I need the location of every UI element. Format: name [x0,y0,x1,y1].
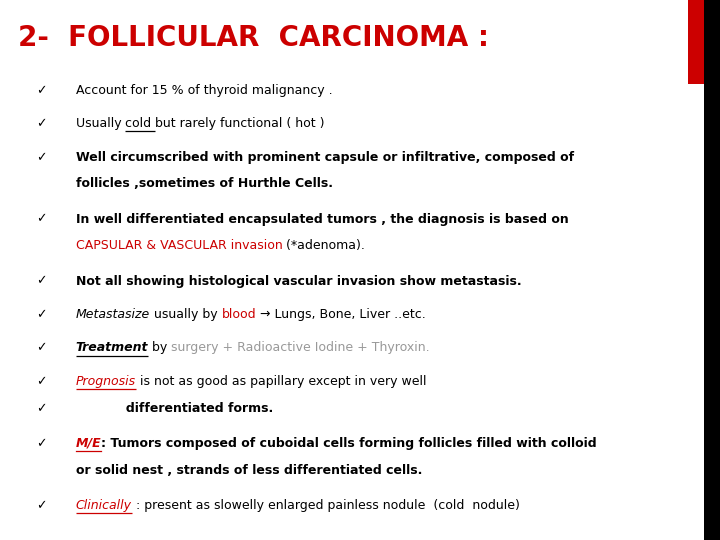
Text: ✓: ✓ [36,402,47,415]
Text: M/E: M/E [76,437,102,450]
Text: Metastasize: Metastasize [76,308,150,321]
Bar [688,0,706,84]
Text: : Tumors composed of cuboidal cells forming follicles filled with colloid: : Tumors composed of cuboidal cells form… [102,437,597,450]
Text: Prognosis: Prognosis [76,375,136,388]
Text: Account for 15 % of thyroid malignancy .: Account for 15 % of thyroid malignancy . [76,84,332,97]
Text: 2-  FOLLICULAR  CARCINOMA :: 2- FOLLICULAR CARCINOMA : [18,24,489,52]
Text: or solid nest , strands of less differentiated cells.: or solid nest , strands of less differen… [76,464,422,477]
Text: surgery + Radioactive Iodine + Thyroxin.: surgery + Radioactive Iodine + Thyroxin. [171,341,430,354]
Text: cold: cold [125,117,156,130]
Bar [704,0,720,540]
Text: ✓: ✓ [36,341,47,354]
Text: ✓: ✓ [36,308,47,321]
Text: Well circumscribed with prominent capsule or infiltrative, composed of: Well circumscribed with prominent capsul… [76,151,574,164]
Text: differentiated forms.: differentiated forms. [104,402,274,415]
Text: Usually: Usually [76,117,125,130]
Text: → Lungs, Bone, Liver ..etc.: → Lungs, Bone, Liver ..etc. [256,308,426,321]
Text: ✓: ✓ [36,499,47,512]
Text: : present as slowelly enlarged painless nodule  (cold  nodule): : present as slowelly enlarged painless … [132,499,519,512]
Text: ✓: ✓ [36,84,47,97]
Text: is not as good as papillary except in very well: is not as good as papillary except in ve… [136,375,426,388]
Text: ✓: ✓ [36,117,47,130]
Text: but rarely functional ( hot ): but rarely functional ( hot ) [156,117,325,130]
Text: Not all showing histological vascular invasion show metastasis.: Not all showing histological vascular in… [76,274,521,287]
Text: Clinically: Clinically [76,499,132,512]
Text: blood: blood [222,308,256,321]
Text: Treatment: Treatment [76,341,148,354]
Text: by: by [148,341,171,354]
Text: follicles ,sometimes of Hurthle Cells.: follicles ,sometimes of Hurthle Cells. [76,178,333,191]
Text: (*adenoma).: (*adenoma). [282,239,365,252]
Text: In well differentiated encapsulated tumors , the diagnosis is based on: In well differentiated encapsulated tumo… [76,213,568,226]
Text: CAPSULAR & VASCULAR invasion: CAPSULAR & VASCULAR invasion [76,239,282,252]
Text: ✓: ✓ [36,437,47,450]
Text: ✓: ✓ [36,375,47,388]
Text: ✓: ✓ [36,151,47,164]
Text: usually by: usually by [150,308,222,321]
Text: ✓: ✓ [36,274,47,287]
Text: ✓: ✓ [36,213,47,226]
